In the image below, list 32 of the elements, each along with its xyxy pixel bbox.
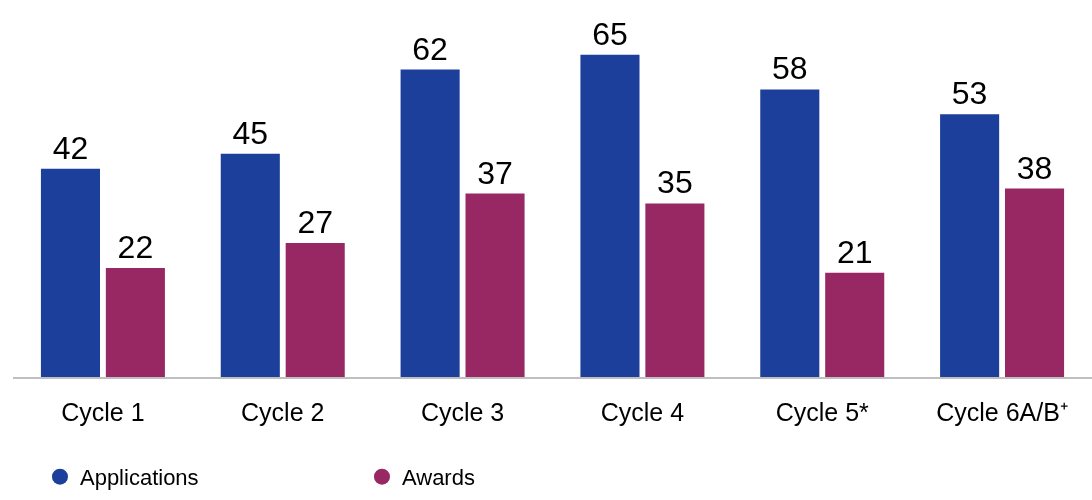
bar bbox=[400, 69, 460, 377]
bar bbox=[465, 193, 525, 377]
legend-label: Applications bbox=[79, 465, 199, 491]
x-tick-label: Cycle 5* bbox=[775, 398, 870, 426]
legend-label: Awards bbox=[401, 465, 475, 491]
data-label: 22 bbox=[117, 228, 154, 265]
data-label: 42 bbox=[52, 129, 89, 166]
bar bbox=[645, 203, 705, 377]
bar bbox=[220, 153, 280, 377]
bar bbox=[105, 267, 165, 377]
data-label: 21 bbox=[836, 233, 873, 270]
bar bbox=[825, 272, 885, 377]
x-tick-label: Cycle 3 bbox=[420, 398, 505, 426]
data-label: 45 bbox=[232, 114, 269, 151]
x-tick-label: Cycle 1 bbox=[61, 398, 145, 426]
data-label: 27 bbox=[297, 204, 334, 241]
data-label: 53 bbox=[951, 75, 988, 112]
data-label: 62 bbox=[412, 30, 448, 67]
bar bbox=[285, 243, 345, 377]
data-label: 38 bbox=[1016, 149, 1053, 186]
bar bbox=[40, 168, 100, 377]
data-label: 58 bbox=[771, 50, 808, 87]
bar bbox=[760, 89, 820, 377]
data-label: 37 bbox=[477, 154, 513, 191]
data-label: 65 bbox=[592, 15, 628, 52]
bar bbox=[1005, 188, 1065, 377]
x-tick-label: Cycle 6A/B⁺ bbox=[936, 398, 1068, 426]
x-tick-label: Cycle 4 bbox=[600, 398, 685, 426]
data-label: 35 bbox=[657, 164, 693, 201]
bar bbox=[580, 54, 640, 377]
bar bbox=[940, 114, 1000, 377]
x-tick-label: Cycle 2 bbox=[241, 398, 325, 426]
